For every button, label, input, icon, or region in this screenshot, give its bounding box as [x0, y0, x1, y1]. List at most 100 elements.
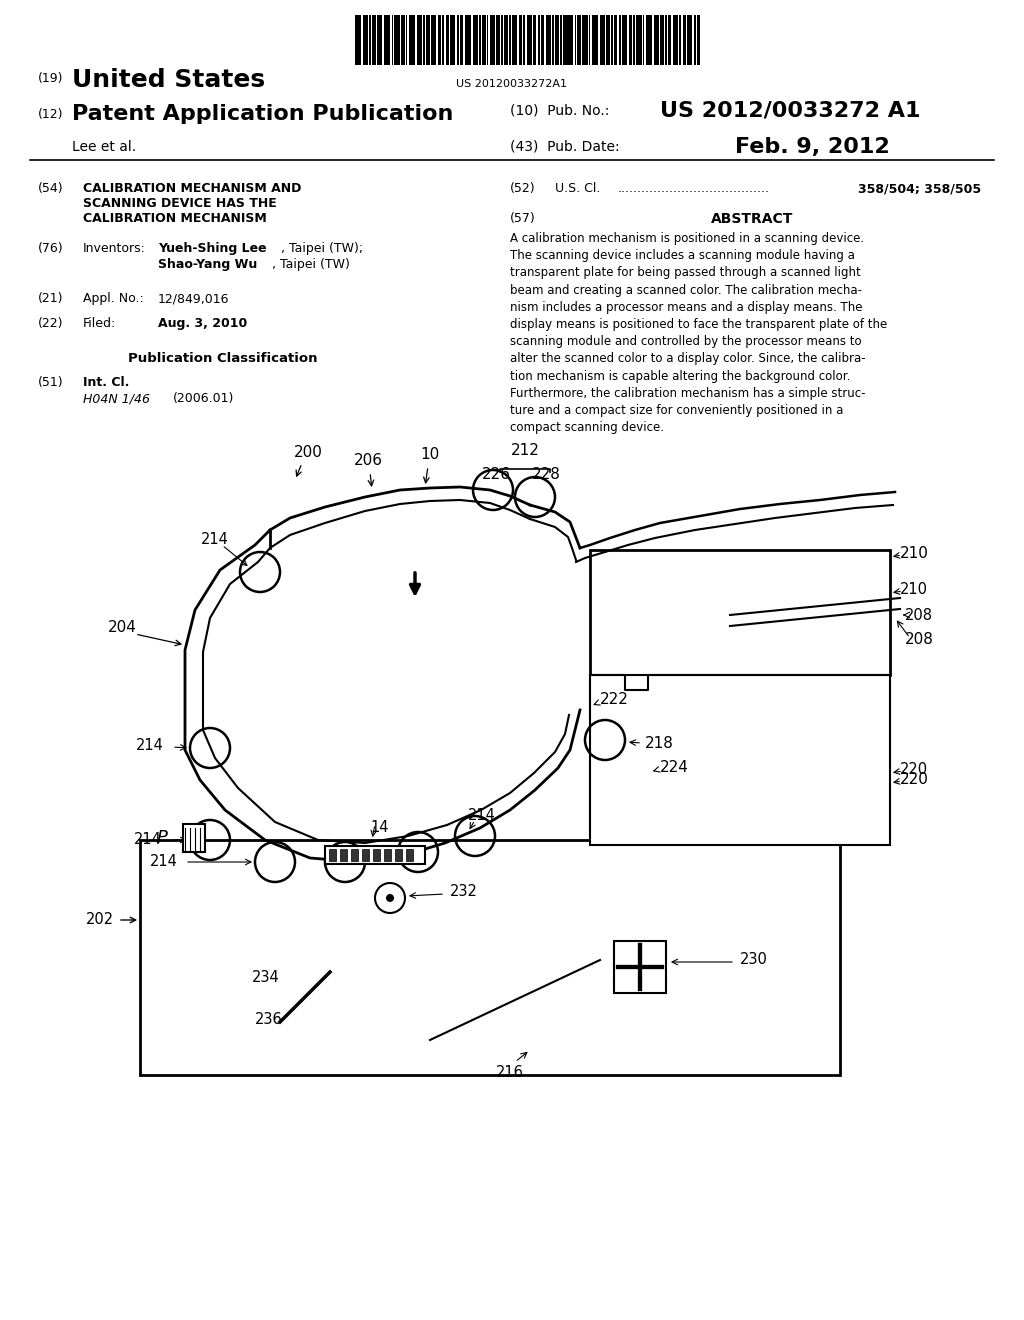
Bar [325, 846, 425, 865]
Bar [563, 15, 568, 65]
Text: (10)  Pub. No.:: (10) Pub. No.: [510, 104, 618, 117]
Bar [574, 15, 577, 65]
Bar [614, 941, 666, 993]
Text: 210: 210 [900, 582, 928, 598]
Text: 220: 220 [900, 763, 928, 777]
Bar [532, 15, 537, 65]
Bar [646, 15, 649, 65]
Text: (43)  Pub. Date:: (43) Pub. Date: [510, 140, 620, 154]
Text: 10: 10 [421, 447, 439, 462]
Bar [546, 15, 551, 65]
Bar [694, 15, 695, 65]
Text: 12/849,016: 12/849,016 [158, 292, 229, 305]
Bar [509, 15, 511, 65]
Text: 222: 222 [600, 693, 629, 708]
Bar [377, 15, 382, 65]
Text: A calibration mechanism is positioned in a scanning device.
The scanning device : A calibration mechanism is positioned in… [510, 232, 887, 434]
Bar [140, 840, 840, 1074]
Text: 14: 14 [371, 820, 389, 836]
Text: 214: 214 [468, 808, 496, 822]
Bar [673, 15, 679, 65]
Bar [653, 15, 659, 65]
Text: 216: 216 [496, 1065, 524, 1080]
Bar [578, 15, 581, 65]
Text: 208: 208 [905, 607, 933, 623]
Text: 226: 226 [481, 467, 511, 482]
Text: 206: 206 [353, 453, 383, 469]
Text: Int. Cl.: Int. Cl. [83, 376, 129, 389]
Bar [683, 15, 686, 65]
Text: (52): (52) [510, 182, 536, 195]
Bar [523, 15, 525, 65]
Bar [569, 15, 573, 65]
Bar [369, 15, 371, 65]
Text: Aug. 3, 2010: Aug. 3, 2010 [158, 317, 247, 330]
Bar [409, 15, 413, 65]
Bar [465, 15, 467, 65]
Bar [479, 15, 480, 65]
Text: 358/504; 358/505: 358/504; 358/505 [858, 182, 981, 195]
Text: (12): (12) [38, 108, 63, 121]
Bar [340, 849, 347, 861]
Bar [406, 15, 408, 65]
Text: (76): (76) [38, 242, 63, 255]
Text: , Taipei (TW): , Taipei (TW) [272, 257, 350, 271]
Bar [362, 849, 369, 861]
Text: SCANNING DEVICE HAS THE: SCANNING DEVICE HAS THE [83, 197, 276, 210]
Text: H04N 1/46: H04N 1/46 [83, 392, 150, 405]
Text: 236: 236 [255, 1012, 283, 1027]
Bar [552, 15, 554, 65]
Text: P: P [157, 829, 168, 847]
Bar [687, 15, 692, 65]
Bar [538, 15, 540, 65]
Bar [613, 15, 617, 65]
Bar [541, 15, 544, 65]
Bar [636, 15, 642, 65]
Bar [519, 15, 522, 65]
Bar [438, 15, 441, 65]
Bar [450, 15, 456, 65]
Text: Patent Application Publication: Patent Application Publication [72, 104, 454, 124]
Bar [618, 15, 621, 65]
Bar [442, 15, 444, 65]
Text: Shao-Yang Wu: Shao-Yang Wu [158, 257, 257, 271]
Bar [351, 849, 358, 861]
Text: US 20120033272A1: US 20120033272A1 [457, 79, 567, 88]
Text: US 2012/0033272 A1: US 2012/0033272 A1 [660, 102, 921, 121]
Bar [679, 15, 681, 65]
Bar [401, 15, 404, 65]
Bar [373, 849, 380, 861]
Bar [590, 550, 890, 675]
Text: 234: 234 [252, 970, 280, 986]
Text: Appl. No.:: Appl. No.: [83, 292, 143, 305]
Bar [497, 15, 500, 65]
Bar [384, 849, 391, 861]
Bar [473, 15, 478, 65]
Text: 218: 218 [645, 735, 674, 751]
Text: 208: 208 [905, 632, 934, 648]
Bar [512, 15, 517, 65]
Bar [414, 15, 415, 65]
Bar [629, 15, 632, 65]
Bar [431, 15, 436, 65]
Text: 214: 214 [134, 833, 162, 847]
Text: 224: 224 [660, 760, 689, 776]
Text: 214: 214 [136, 738, 164, 752]
Text: (51): (51) [38, 376, 63, 389]
Bar [504, 15, 508, 65]
Text: Yueh-Shing Lee: Yueh-Shing Lee [158, 242, 266, 255]
Bar [406, 849, 413, 861]
Bar [183, 824, 205, 851]
Bar [526, 15, 532, 65]
Text: 228: 228 [531, 467, 560, 482]
Bar [555, 15, 559, 65]
Text: Inventors:: Inventors: [83, 242, 145, 255]
Text: Filed:: Filed: [83, 317, 117, 330]
Text: 210: 210 [900, 545, 929, 561]
Bar [660, 15, 664, 65]
Bar [596, 15, 598, 65]
Bar [355, 15, 358, 65]
Bar [395, 849, 402, 861]
Text: (57): (57) [510, 213, 536, 224]
Text: Lee et al.: Lee et al. [72, 140, 136, 154]
